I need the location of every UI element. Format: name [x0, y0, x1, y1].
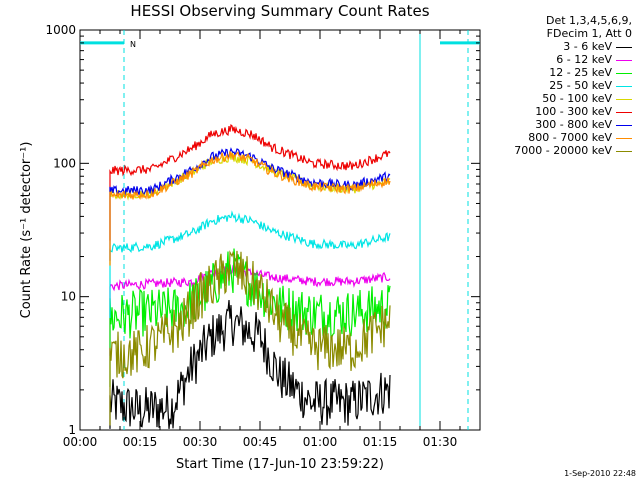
series-group [109, 124, 391, 429]
legend-entry: 800 - 7000 keV [528, 131, 612, 144]
legend-header-line: FDecim 1, Att 0 [546, 27, 632, 40]
series-line-0 [109, 299, 391, 429]
legend-swatch [616, 73, 632, 74]
chart-title: HESSI Observing Summary Count Rates [130, 2, 429, 20]
x-axis-label: Start Time (17-Jun-10 23:59:22) [176, 457, 384, 472]
series-line-1 [109, 263, 391, 356]
legend-swatch [616, 47, 632, 48]
y-tick-label: 10 [61, 290, 76, 304]
legend-swatch [616, 86, 632, 87]
x-tick-label: 00:30 [183, 435, 218, 449]
series-line-7 [109, 151, 391, 266]
y-axis-label: Count Rate (s⁻¹ detector⁻¹) [19, 142, 34, 319]
flag-label: N [130, 40, 136, 49]
legend-swatch [616, 125, 632, 126]
series-line-2 [109, 248, 391, 388]
axes: 00:00 00:15 00:30 00:45 01:00 01:15 01:30 1 10 10… [45, 23, 481, 449]
series-line-4 [109, 151, 391, 265]
series-line-5 [109, 124, 391, 241]
x-tick-label: 00:00 [63, 435, 98, 449]
x-tick-label: 01:30 [423, 435, 458, 449]
legend-swatch [616, 112, 632, 113]
y-tick-label: 100 [53, 156, 76, 170]
legend-entry: 300 - 800 keV [535, 118, 612, 131]
legend-header-line: Det 1,3,4,5,6,9, [545, 14, 632, 27]
series-line-3 [109, 210, 391, 319]
legend-entry: 7000 - 20000 keV [514, 144, 612, 157]
y-tick-label: 1000 [45, 23, 76, 37]
legend-entry: 100 - 300 keV [535, 105, 612, 118]
legend-swatch [616, 99, 632, 100]
x-tick-label: 01:00 [303, 435, 338, 449]
legend-entry: 3 - 6 keV [563, 40, 612, 53]
x-tick-label: 01:15 [363, 435, 398, 449]
x-tick-label: 00:45 [243, 435, 278, 449]
legend-swatch [616, 138, 632, 139]
legend-entry: 50 - 100 keV [542, 92, 612, 105]
legend-entry: 12 - 25 keV [549, 66, 612, 79]
legend-entry: 6 - 12 keV [556, 53, 612, 66]
legend-swatch [616, 151, 632, 152]
x-tick-label: 00:15 [123, 435, 158, 449]
legend-swatch [616, 60, 632, 61]
series-line-8 [109, 250, 391, 426]
legend-entry: 25 - 50 keV [549, 79, 612, 92]
footer-date: 1-Sep-2010 22:48 [564, 469, 636, 478]
y-tick-label: 1 [68, 423, 76, 437]
